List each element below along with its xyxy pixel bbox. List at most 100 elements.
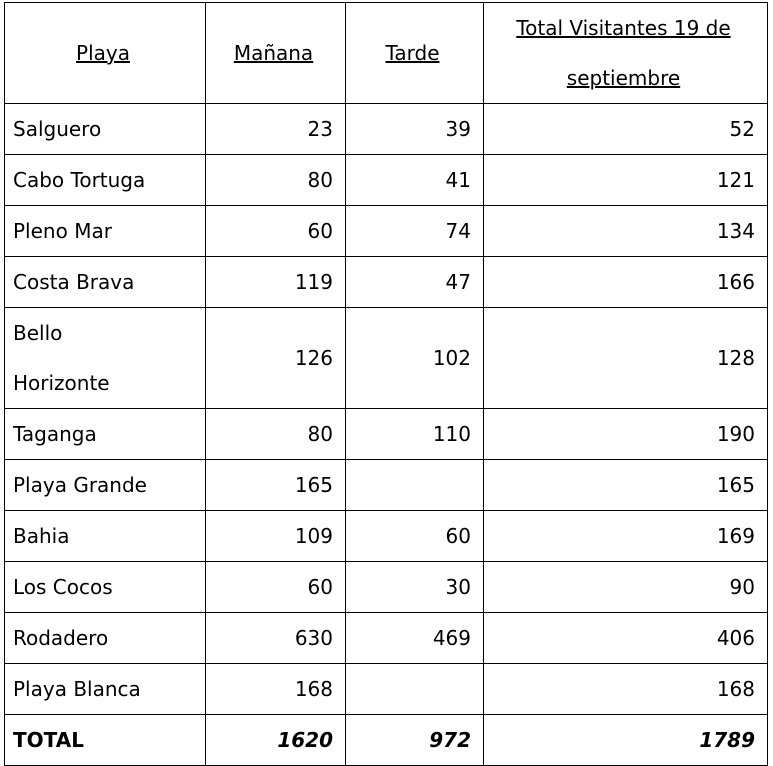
beach-name: Bello Horizonte	[4, 307, 206, 409]
cell-text: Los Cocos	[13, 575, 113, 599]
count-cell: 90	[483, 561, 768, 613]
column-header: Playa	[4, 2, 206, 104]
cell-text: Bello Horizonte	[13, 321, 110, 395]
count-cell: 30	[345, 561, 484, 613]
count-cell: 52	[483, 103, 768, 155]
count-cell: 39	[345, 103, 484, 155]
cell-text: Playa Grande	[13, 473, 147, 497]
count-cell: 60	[205, 561, 346, 613]
cell-text: 39	[445, 117, 471, 141]
cell-text: 80	[307, 168, 333, 192]
data-row: Bahia 109 60 169	[4, 510, 768, 562]
header-text: Mañana	[233, 41, 314, 65]
count-cell: 60	[345, 510, 484, 562]
count-cell: 23	[205, 103, 346, 155]
cell-text: 169	[716, 524, 755, 548]
count-cell: 102	[345, 307, 484, 409]
cell-text: 128	[716, 346, 755, 370]
header-text: Playa	[76, 41, 130, 65]
cell-text: 23	[307, 117, 333, 141]
count-cell: 165	[205, 459, 346, 511]
cell-text: 74	[445, 219, 471, 243]
beach-name: Playa Blanca	[4, 663, 206, 715]
beach-name: Los Cocos	[4, 561, 206, 613]
count-cell: 47	[345, 256, 484, 308]
data-row: Taganga 80 110 190	[4, 408, 768, 460]
cell-text: 41	[445, 168, 471, 192]
column-header: Tarde	[345, 2, 484, 104]
count-cell: 1620	[205, 714, 346, 766]
cell-text: 190	[716, 422, 755, 446]
cell-text: Rodadero	[13, 626, 109, 650]
cell-text: 119	[294, 270, 333, 294]
cell-text: Bahia	[13, 524, 70, 548]
header-text: Tarde	[385, 41, 440, 65]
cell-text: 165	[294, 473, 333, 497]
total-row: TOTAL 1620 972 1789	[4, 714, 768, 766]
cell-text: 1620	[277, 728, 333, 752]
count-cell: 166	[483, 256, 768, 308]
count-cell: 126	[205, 307, 346, 409]
cell-text: 168	[716, 677, 755, 701]
visitors-table: Playa Mañana Tarde Total Visitantes 19 de s…	[4, 2, 768, 766]
cell-text: 1789	[699, 728, 755, 752]
beach-name: Bahia	[4, 510, 206, 562]
cell-text: 109	[294, 524, 333, 548]
beach-name: Pleno Mar	[4, 205, 206, 257]
cell-text: Cabo Tortuga	[13, 168, 146, 192]
cell-text: Playa Blanca	[13, 677, 141, 701]
cell-text: TOTAL	[13, 728, 84, 752]
count-cell: 168	[483, 663, 768, 715]
count-cell: 74	[345, 205, 484, 257]
cell-text: 406	[716, 626, 755, 650]
count-cell: 190	[483, 408, 768, 460]
beach-name: Taganga	[4, 408, 206, 460]
cell-text: 165	[716, 473, 755, 497]
beach-name: Rodadero	[4, 612, 206, 664]
cell-text: 60	[307, 575, 333, 599]
data-row: Rodadero 630 469 406	[4, 612, 768, 664]
count-cell: 1789	[483, 714, 768, 766]
count-cell: 119	[205, 256, 346, 308]
beach-name: Playa Grande	[4, 459, 206, 511]
data-row: Playa Blanca 168 168	[4, 663, 768, 715]
count-cell: 121	[483, 154, 768, 206]
count-cell: 630	[205, 612, 346, 664]
cell-text: 60	[445, 524, 471, 548]
data-row: Pleno Mar 60 74 134	[4, 205, 768, 257]
cell-text: Pleno Mar	[13, 219, 112, 243]
cell-text: 52	[729, 117, 755, 141]
cell-text: 121	[716, 168, 755, 192]
count-cell: 169	[483, 510, 768, 562]
count-cell: 134	[483, 205, 768, 257]
header-text: Total Visitantes 19 de septiembre	[516, 16, 731, 90]
beach-name: Salguero	[4, 103, 206, 155]
cell-text: 102	[432, 346, 471, 370]
column-header: Mañana	[205, 2, 346, 104]
beach-name: Cabo Tortuga	[4, 154, 206, 206]
cell-text: 110	[432, 422, 471, 446]
cell-text: 60	[307, 219, 333, 243]
count-cell: 972	[345, 714, 484, 766]
count-cell: 110	[345, 408, 484, 460]
count-cell: 469	[345, 612, 484, 664]
cell-text: 47	[445, 270, 471, 294]
cell-text: 972	[429, 728, 471, 752]
count-cell: 109	[205, 510, 346, 562]
beach-name: TOTAL	[4, 714, 206, 766]
body: {"table": { "header": ["Playa", "Mañana"…	[4, 2, 768, 766]
cell-text: Taganga	[13, 422, 97, 446]
cell-text: 630	[294, 626, 333, 650]
cell-text: Salguero	[13, 117, 102, 141]
cell-text: 166	[716, 270, 755, 294]
cell-text: 90	[729, 575, 755, 599]
count-cell: 80	[205, 408, 346, 460]
data-row: Cabo Tortuga 80 41 121	[4, 154, 768, 206]
cell-text: 168	[294, 677, 333, 701]
page: Visitantes html, body { margin: 0; paddi…	[4, 2, 768, 766]
data-row: Playa Grande 165 165	[4, 459, 768, 511]
data-row: Los Cocos 60 30 90	[4, 561, 768, 613]
count-cell	[345, 459, 484, 511]
column-header: Total Visitantes 19 de septiembre	[483, 2, 768, 104]
data-row: Salguero 23 39 52	[4, 103, 768, 155]
